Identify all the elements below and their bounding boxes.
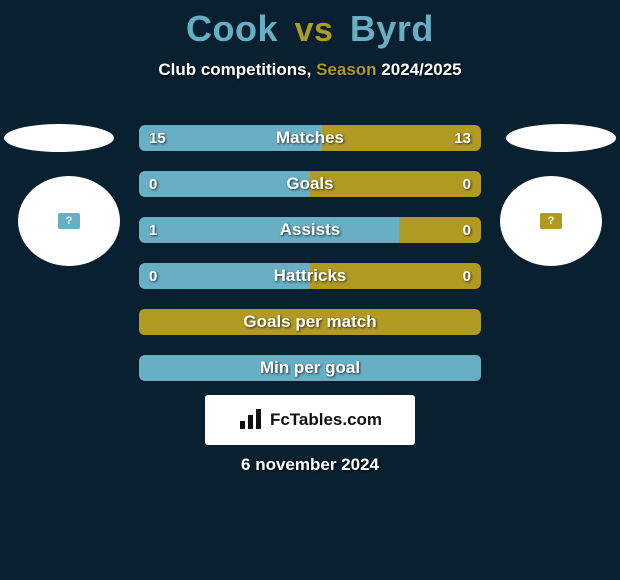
stat-seg-player1 xyxy=(139,217,399,243)
stat-seg-player1 xyxy=(139,171,310,197)
bars-icon xyxy=(238,409,264,431)
stat-row: Hattricks00 xyxy=(138,262,482,290)
stat-row: Assists10 xyxy=(138,216,482,244)
fctables-logo: FcTables.com xyxy=(205,395,415,445)
stat-seg-player2 xyxy=(139,309,481,335)
title-player2: Byrd xyxy=(350,8,434,49)
player1-badge xyxy=(18,176,120,266)
stat-seg-player1 xyxy=(139,263,310,289)
subtitle-prefix: Club competitions, xyxy=(158,60,316,79)
player1-chip-icon xyxy=(58,213,80,229)
logo-text: FcTables.com xyxy=(270,410,382,430)
player2-badge xyxy=(500,176,602,266)
stat-value-player2: 13 xyxy=(454,125,471,151)
stat-seg-player1 xyxy=(139,125,322,151)
subtitle: Club competitions, Season 2024/2025 xyxy=(0,60,620,80)
stat-seg-player1 xyxy=(139,355,481,381)
stat-value-player1: 15 xyxy=(149,125,166,151)
stat-value-player1: 0 xyxy=(149,263,157,289)
player2-chip-icon xyxy=(540,213,562,229)
stat-row: Matches1513 xyxy=(138,124,482,152)
comparison-bars: Matches1513Goals00Assists10Hattricks00Go… xyxy=(138,124,482,400)
stat-seg-player2 xyxy=(310,171,481,197)
subtitle-season-label: Season xyxy=(316,60,381,79)
page-title: Cook vs Byrd xyxy=(0,0,620,50)
stat-value-player2: 0 xyxy=(463,263,471,289)
stat-value-player1: 1 xyxy=(149,217,157,243)
stat-seg-player2 xyxy=(310,263,481,289)
stat-value-player2: 0 xyxy=(463,217,471,243)
stat-row: Goals00 xyxy=(138,170,482,198)
stat-row: Min per goal xyxy=(138,354,482,382)
stat-value-player2: 0 xyxy=(463,171,471,197)
snapshot-date: 6 november 2024 xyxy=(0,455,620,475)
decor-ellipse-left xyxy=(4,124,114,152)
title-player1: Cook xyxy=(186,8,278,49)
stat-row: Goals per match xyxy=(138,308,482,336)
stat-value-player1: 0 xyxy=(149,171,157,197)
subtitle-season-value: 2024/2025 xyxy=(381,60,461,79)
title-vs: vs xyxy=(295,11,334,49)
decor-ellipse-right xyxy=(506,124,616,152)
